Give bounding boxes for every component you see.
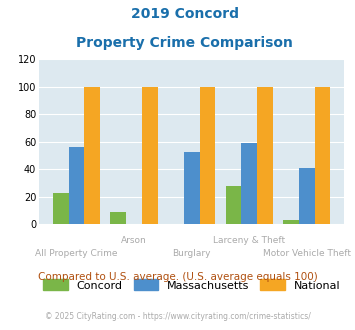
Text: Property Crime Comparison: Property Crime Comparison (76, 36, 293, 50)
Bar (299, 168, 315, 224)
Bar (110, 212, 126, 224)
Text: Larceny & Theft: Larceny & Theft (213, 236, 285, 245)
Bar (315, 87, 331, 224)
Bar (142, 87, 158, 224)
Bar (283, 220, 299, 224)
Text: Arson: Arson (121, 236, 147, 245)
Text: Motor Vehicle Theft: Motor Vehicle Theft (263, 249, 351, 258)
Bar (184, 151, 200, 224)
Bar (69, 148, 84, 224)
Text: Compared to U.S. average. (U.S. average equals 100): Compared to U.S. average. (U.S. average … (38, 272, 317, 282)
Bar (241, 143, 257, 224)
Text: Burglary: Burglary (173, 249, 211, 258)
Text: 2019 Concord: 2019 Concord (131, 7, 239, 20)
Bar (200, 87, 215, 224)
Text: All Property Crime: All Property Crime (35, 249, 118, 258)
Bar (226, 186, 241, 224)
Bar (257, 87, 273, 224)
Text: © 2025 CityRating.com - https://www.cityrating.com/crime-statistics/: © 2025 CityRating.com - https://www.city… (45, 312, 310, 321)
Bar (84, 87, 100, 224)
Legend: Concord, Massachusetts, National: Concord, Massachusetts, National (43, 280, 340, 291)
Bar (53, 193, 69, 224)
